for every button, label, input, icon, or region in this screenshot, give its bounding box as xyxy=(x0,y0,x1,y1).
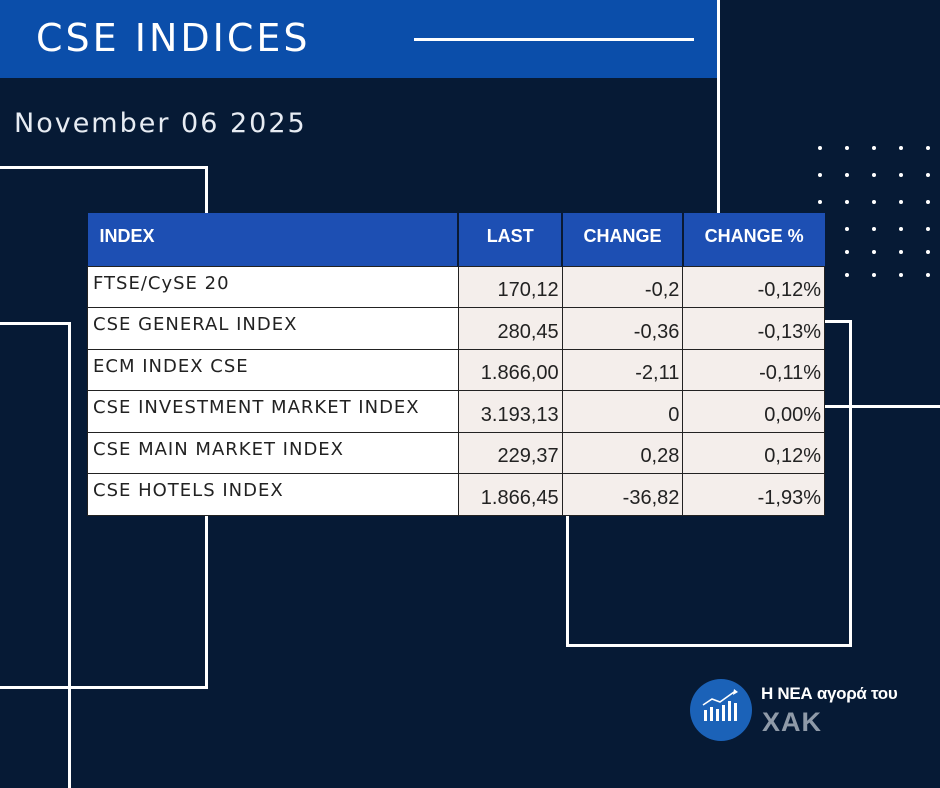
frame-line xyxy=(68,322,71,788)
decorative-dot xyxy=(872,273,876,277)
last-value: 1.866,00 xyxy=(457,348,563,391)
report-date: November 06 2025 xyxy=(14,108,307,139)
column-header-change-percent: CHANGE % xyxy=(682,213,825,266)
frame-line xyxy=(825,320,852,323)
table-row: CSE MAIN MARKET INDEX 229,37 0,28 0,12% xyxy=(87,431,825,474)
table-row: CSE GENERAL INDEX 280,45 -0,36 -0,13% xyxy=(87,307,825,350)
change-percent-value: -0,11% xyxy=(682,348,825,391)
decorative-dot xyxy=(845,200,849,204)
decorative-dot xyxy=(899,227,903,231)
frame-line xyxy=(0,686,208,689)
decorative-dot xyxy=(845,250,849,254)
decorative-dot xyxy=(926,227,930,231)
index-name: CSE MAIN MARKET INDEX xyxy=(87,431,459,474)
decorative-dot xyxy=(818,173,822,177)
last-value: 229,37 xyxy=(457,431,563,474)
table-row: FTSE/CySE 20 170,12 -0,2 -0,12% xyxy=(87,265,825,308)
frame-line xyxy=(0,166,207,169)
indices-table: INDEX LAST CHANGE CHANGE % FTSE/CySE 20 … xyxy=(87,213,825,516)
decorative-dot xyxy=(899,250,903,254)
frame-line xyxy=(849,320,852,647)
bar-chart-icon xyxy=(702,689,738,721)
decorative-dot xyxy=(872,250,876,254)
decorative-dot xyxy=(845,227,849,231)
change-percent-value: -0,12% xyxy=(682,265,825,308)
frame-line xyxy=(825,405,940,408)
decorative-dot xyxy=(818,146,822,150)
change-value: -2,11 xyxy=(561,348,684,391)
logo-tagline: Η ΝΕΑ αγορά του xyxy=(761,684,898,703)
change-percent-value: -0,13% xyxy=(682,307,825,350)
table-row: CSE HOTELS INDEX 1.866,45 -36,82 -1,93% xyxy=(87,473,825,516)
title-banner: CSE INDICES xyxy=(0,0,718,78)
change-value: 0,28 xyxy=(561,431,684,474)
decorative-dot xyxy=(926,146,930,150)
last-value: 280,45 xyxy=(457,307,563,350)
frame-line xyxy=(717,0,720,214)
decorative-dot xyxy=(899,173,903,177)
frame-line xyxy=(205,166,208,218)
column-header-last: LAST xyxy=(458,213,564,266)
decorative-dot xyxy=(872,173,876,177)
change-value: -0,2 xyxy=(561,265,684,308)
last-value: 1.866,45 xyxy=(457,473,563,516)
index-name: CSE HOTELS INDEX xyxy=(87,473,459,516)
decorative-dot xyxy=(926,273,930,277)
frame-line xyxy=(566,514,569,647)
table-row: CSE INVESTMENT MARKET INDEX 3.193,13 0 0… xyxy=(87,390,825,433)
table-header-row: INDEX LAST CHANGE CHANGE % xyxy=(87,213,825,266)
frame-line xyxy=(0,322,70,325)
change-value: -0,36 xyxy=(561,307,684,350)
last-value: 170,12 xyxy=(457,265,563,308)
decorative-dot xyxy=(845,273,849,277)
change-percent-value: 0,12% xyxy=(682,431,825,474)
decorative-dot xyxy=(872,200,876,204)
change-percent-value: 0,00% xyxy=(682,390,825,433)
table-row: ECM INDEX CSE 1.866,00 -2,11 -0,11% xyxy=(87,348,825,391)
decorative-dot xyxy=(926,173,930,177)
logo-wordmark: ΧΑΚ xyxy=(762,707,823,737)
change-percent-value: -1,93% xyxy=(682,473,825,516)
frame-line xyxy=(566,644,852,647)
decorative-dot xyxy=(818,200,822,204)
column-header-change: CHANGE xyxy=(562,213,684,266)
decorative-dot xyxy=(899,146,903,150)
index-name: ECM INDEX CSE xyxy=(87,348,459,391)
index-name: CSE GENERAL INDEX xyxy=(87,307,459,350)
decorative-dot xyxy=(899,273,903,277)
index-name: FTSE/CySE 20 xyxy=(87,265,459,308)
decorative-dot xyxy=(899,200,903,204)
decorative-dot xyxy=(872,146,876,150)
frame-line xyxy=(205,512,208,689)
last-value: 3.193,13 xyxy=(457,390,563,433)
decorative-dot xyxy=(926,250,930,254)
index-name: CSE INVESTMENT MARKET INDEX xyxy=(87,390,459,433)
decorative-dot xyxy=(872,227,876,231)
decorative-dot xyxy=(845,146,849,150)
column-header-index: INDEX xyxy=(87,213,460,266)
title-underline-decoration xyxy=(414,38,694,41)
change-value: -36,82 xyxy=(561,473,684,516)
logo-badge xyxy=(690,679,752,741)
change-value: 0 xyxy=(561,390,684,433)
page-title: CSE INDICES xyxy=(36,16,311,60)
decorative-dot xyxy=(926,200,930,204)
decorative-dot xyxy=(845,173,849,177)
